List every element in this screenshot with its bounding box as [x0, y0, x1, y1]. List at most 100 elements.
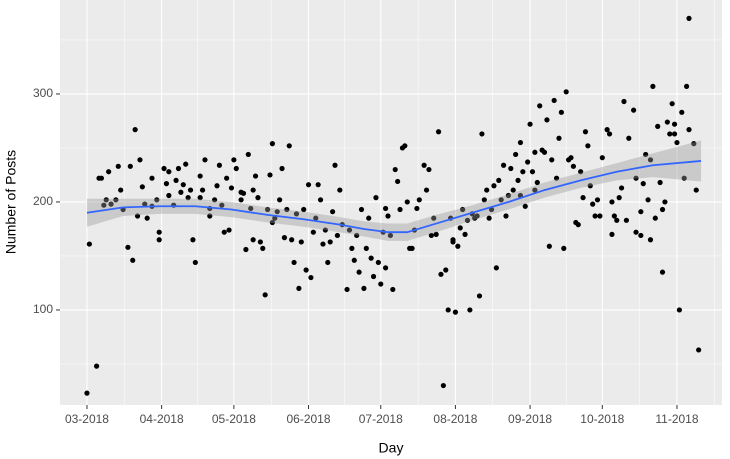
point [142, 201, 148, 207]
point [438, 271, 444, 277]
point [296, 285, 302, 291]
point [337, 187, 343, 193]
point [452, 309, 459, 315]
point [349, 245, 355, 251]
point [207, 213, 213, 219]
point [423, 187, 430, 193]
point [308, 274, 314, 281]
point [298, 239, 304, 245]
point [484, 187, 490, 193]
point [460, 206, 466, 213]
point [638, 232, 644, 239]
point [219, 202, 225, 208]
point [149, 175, 155, 181]
point [537, 103, 543, 109]
point [563, 89, 569, 95]
point [144, 215, 150, 221]
point [106, 169, 112, 175]
point [679, 109, 685, 115]
point [570, 163, 577, 169]
point [291, 259, 297, 266]
point [575, 222, 581, 228]
point [154, 197, 160, 203]
point [113, 197, 119, 203]
point [373, 195, 379, 201]
point [578, 169, 584, 175]
point [187, 187, 194, 193]
point [433, 231, 439, 237]
point [103, 197, 109, 203]
point [590, 201, 596, 207]
point [185, 195, 191, 201]
point [633, 229, 639, 235]
point [623, 217, 629, 223]
confidence-band [86, 140, 702, 241]
point [544, 117, 550, 123]
point [611, 213, 617, 219]
x-tick-label: 03-2018 [65, 412, 109, 426]
point [525, 159, 531, 165]
point [197, 173, 203, 179]
point [354, 232, 360, 239]
point [279, 165, 285, 172]
point [457, 225, 463, 231]
point [231, 157, 237, 163]
point [166, 169, 172, 175]
point [375, 259, 381, 266]
point [250, 187, 256, 193]
point [491, 183, 497, 189]
point [269, 141, 275, 147]
point [467, 307, 473, 313]
point [387, 232, 393, 239]
point [286, 143, 292, 149]
point [356, 269, 362, 275]
point [643, 151, 649, 158]
point [426, 166, 432, 173]
point [262, 292, 268, 298]
x-tick-label: 08-2018 [433, 412, 477, 426]
point [693, 187, 699, 193]
point [493, 265, 499, 271]
point [166, 192, 172, 199]
x-tick-label: 04-2018 [140, 412, 184, 426]
point [303, 267, 309, 273]
y-axis-title: Number of Posts [3, 150, 19, 254]
x-tick-label: 11-2018 [655, 412, 698, 426]
point [546, 243, 552, 249]
point [626, 135, 632, 141]
point [368, 255, 374, 261]
point [597, 213, 603, 219]
point [520, 169, 526, 175]
point [647, 237, 654, 243]
point [127, 163, 133, 169]
point [156, 237, 162, 243]
point [421, 162, 427, 168]
point [435, 129, 442, 135]
point [616, 195, 622, 201]
point [317, 197, 324, 203]
point [669, 101, 675, 107]
point [481, 197, 487, 203]
point [664, 119, 670, 125]
point [532, 187, 538, 193]
x-tick-label: 05-2018 [212, 412, 256, 426]
point [315, 182, 321, 188]
point [267, 172, 273, 178]
point [541, 149, 548, 155]
point [431, 215, 437, 221]
point [178, 189, 184, 195]
point [212, 197, 218, 203]
point [378, 281, 384, 287]
point [334, 232, 341, 239]
point [250, 237, 256, 243]
point [180, 182, 186, 188]
point [671, 131, 678, 137]
point [551, 97, 557, 104]
x-tick-label: 10-2018 [580, 412, 624, 426]
point [163, 181, 170, 187]
point [662, 199, 668, 205]
point [647, 157, 654, 163]
point [474, 213, 480, 219]
point [561, 245, 567, 251]
point [609, 231, 615, 237]
